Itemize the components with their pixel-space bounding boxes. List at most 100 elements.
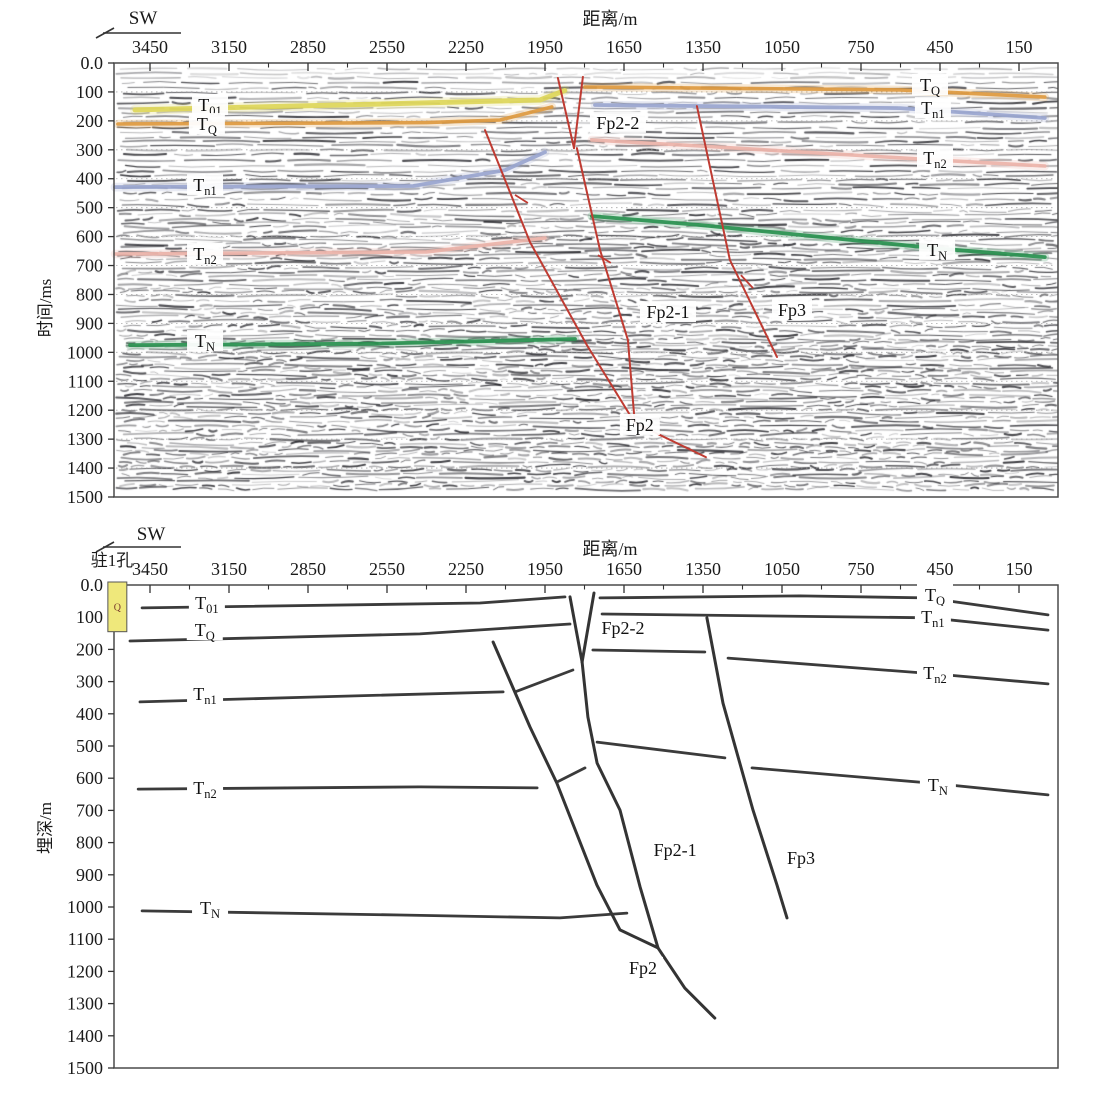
- seismic-texture: [114, 63, 1058, 497]
- top-direction-label: SW: [128, 8, 158, 29]
- y-tick-label: 1300: [67, 429, 103, 449]
- fault-label-Fp2-2: Fp2-2: [601, 618, 644, 638]
- horizon-label-Tn1-2-box: [187, 683, 224, 705]
- x-tick-label: 2850: [290, 559, 326, 579]
- y-tick-label: 1500: [67, 487, 103, 507]
- horizon-label-Tn2-3: Tn2: [193, 778, 217, 801]
- x-tick-label: 1050: [764, 37, 800, 57]
- plot-frame: [113, 584, 1059, 1069]
- horizon-label-TN-4-box: [192, 896, 229, 918]
- depth-interpretation-section: 3450 3150 2850 2550 2250 1950 1650 1350 1050 750 4…: [67, 541, 1059, 1078]
- fault-label-Fp2: Fp2: [629, 958, 657, 978]
- x-tick-label: 3150: [211, 37, 247, 57]
- y-tick-label: 500: [76, 736, 103, 756]
- fault-label-Fp2-box: [622, 956, 663, 978]
- y-tick-label: 1400: [67, 458, 103, 478]
- y-tick-label: 200: [76, 639, 103, 659]
- horizon-TQ-left: [128, 622, 572, 643]
- fault-Fp2-tail: [656, 946, 717, 1020]
- borehole-lithology-code: Q: [114, 603, 122, 614]
- horizon-Tn1-mid: [513, 668, 575, 694]
- horizon-label-T01-0-box: [188, 592, 225, 614]
- horizon-TN-left: [140, 909, 629, 920]
- fault-label-Fp2-1-box: [647, 839, 704, 861]
- x-tick-label: 1350: [685, 559, 721, 579]
- horizon-Tn2-left: [136, 785, 539, 791]
- x-tick-label: 150: [1006, 37, 1033, 57]
- borehole-label: 驻1孔: [90, 551, 134, 570]
- fault-label-Fp2-1: Fp2-1: [654, 840, 697, 860]
- horizon-label-TQ-1: TQ: [195, 620, 215, 643]
- x-tick-label: 1950: [527, 559, 563, 579]
- top-y-axis-title: 时间/ms: [36, 278, 55, 338]
- y-tick-label: 300: [76, 140, 103, 160]
- horizon-label-TN-4: TN: [200, 898, 220, 921]
- fault-Fp3: [705, 616, 789, 920]
- y-tick-label: 1200: [67, 400, 103, 420]
- x-tick-label: 1950: [527, 37, 563, 57]
- fault-Fp2-2-east: [580, 591, 596, 664]
- horizon-label-Tn1-6-box: [914, 605, 951, 627]
- y-tick-label: 1000: [67, 342, 103, 362]
- y-tick-label: 400: [76, 704, 103, 724]
- plot-background: [114, 585, 1058, 1068]
- fault-Fp2: [491, 640, 660, 950]
- x-tick-label: 1050: [764, 559, 800, 579]
- y-tick-label: 700: [76, 256, 103, 276]
- x-tick-label: 3450: [132, 37, 168, 57]
- horizon-label-Tn1-2: Tn1: [193, 684, 217, 707]
- y-tick-label: 1500: [67, 1058, 103, 1078]
- y-tick-label: 900: [76, 313, 103, 333]
- y-tick-label: 1000: [67, 897, 103, 917]
- x-tick-label: 2550: [369, 37, 405, 57]
- horizon-label-TN-8-box: [919, 773, 956, 795]
- horizon-label-Tn1-6: Tn1: [921, 607, 945, 630]
- horizon-label-Tn2-3-box: [187, 777, 224, 799]
- horizon-label-Tn2-7: Tn2: [923, 663, 947, 686]
- horizon-Tn1-right: [600, 612, 1050, 632]
- horizon-label-TN-8: TN: [928, 775, 948, 798]
- top-x-axis-title: 距离/m: [582, 9, 638, 29]
- y-tick-label: 300: [76, 672, 103, 692]
- y-tick-label: 1300: [67, 994, 103, 1014]
- y-tick-label: 0.0: [81, 575, 104, 595]
- horizon-label-TQ-5: TQ: [925, 585, 945, 608]
- y-tick-label: 800: [76, 284, 103, 304]
- y-tick-label: 0.0: [81, 53, 104, 73]
- y-tick-label: 200: [76, 111, 103, 131]
- y-tick-label: 900: [76, 865, 103, 885]
- bottom-x-axis-title: 距离/m: [582, 539, 638, 559]
- horizon-label-Tn2-7-box: [916, 661, 953, 683]
- fault-Fp2-2-west: [568, 595, 584, 664]
- horizon-TN-right: [750, 766, 1050, 797]
- borehole-column: [107, 581, 128, 633]
- horizon-label-TQ-5-box: [916, 583, 953, 605]
- x-tick-label: 1650: [606, 37, 642, 57]
- horizon-Tn2-right-a: [591, 648, 707, 654]
- x-tick-label: 2550: [369, 559, 405, 579]
- y-tick-label: 1100: [68, 929, 103, 949]
- y-tick-label: 100: [76, 82, 103, 102]
- x-tick-label: 750: [848, 559, 875, 579]
- horizon-Tn2-mid: [555, 766, 587, 784]
- horizon-label-TQ-1-box: [186, 619, 223, 641]
- fault-label-Fp3-box: [780, 847, 821, 869]
- x-tick-label: 2850: [290, 37, 326, 57]
- y-tick-label: 1400: [67, 1026, 103, 1046]
- x-tick-label: 1350: [685, 37, 721, 57]
- y-tick-label: 600: [76, 227, 103, 247]
- y-tick-label: 600: [76, 768, 103, 788]
- x-tick-label: 750: [848, 37, 875, 57]
- x-tick-label: 450: [927, 559, 954, 579]
- y-tick-label: 1200: [67, 961, 103, 981]
- y-tick-label: 1100: [68, 371, 103, 391]
- horizon-label-T01-0: T01: [195, 593, 219, 616]
- x-tick-label: 450: [927, 37, 954, 57]
- horizon-Tn1-left: [138, 690, 505, 704]
- x-tick-label: 150: [1006, 559, 1033, 579]
- y-tick-label: 100: [76, 607, 103, 627]
- y-tick-label: 800: [76, 833, 103, 853]
- bottom-y-axis-title: 埋深/m: [36, 802, 55, 854]
- x-tick-label: 3150: [211, 559, 247, 579]
